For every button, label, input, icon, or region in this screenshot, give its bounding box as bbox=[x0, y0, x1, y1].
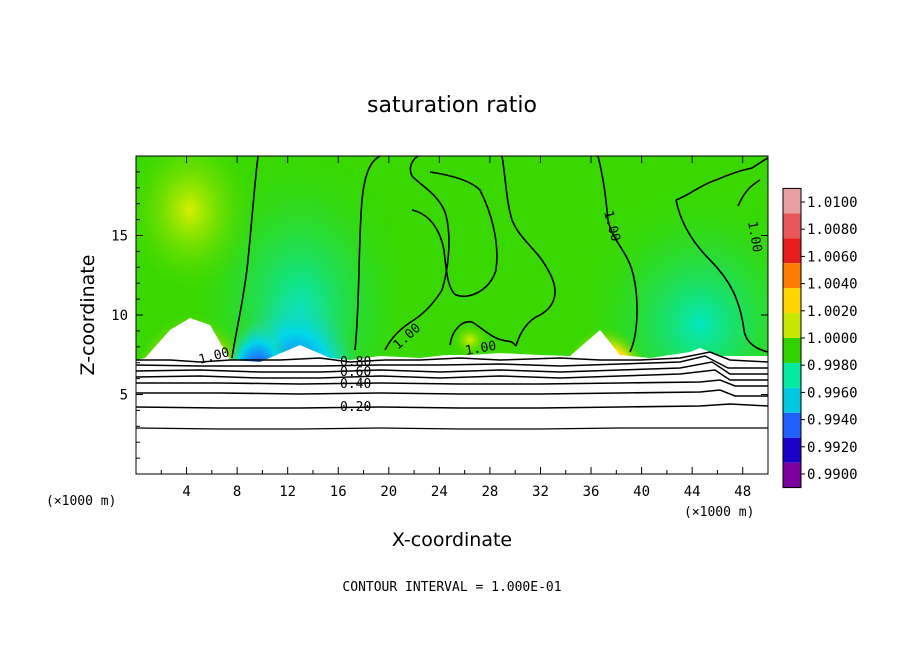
x-tick-label: 28 bbox=[481, 484, 498, 500]
contour-label-1.00-c: 1.00 bbox=[464, 339, 497, 359]
contour-0.80 bbox=[136, 351, 768, 363]
contour-1.00-j bbox=[737, 179, 761, 207]
x-tick-label: 20 bbox=[380, 484, 397, 500]
colorbar-label: 1.0040 bbox=[807, 277, 858, 293]
y-axis: 5 10 15 bbox=[111, 171, 768, 459]
x-tick-label: 32 bbox=[532, 484, 549, 500]
contour-1.00-g bbox=[597, 156, 638, 353]
y-tick-label: 15 bbox=[111, 229, 128, 245]
x-tick-label: 40 bbox=[633, 484, 650, 500]
x-unit-label-left: (×1000 m) bbox=[46, 494, 116, 509]
contour-0.30 bbox=[136, 389, 768, 397]
contour-1.00-h bbox=[675, 157, 768, 201]
colorbar-swatch bbox=[783, 462, 801, 488]
colorbar-label: 1.0000 bbox=[807, 331, 858, 347]
contour-label-0.20: 0.20 bbox=[340, 400, 371, 415]
contour-1.00-i bbox=[675, 199, 768, 353]
contour-1.00-f bbox=[501, 156, 556, 347]
contour-1.00-d bbox=[411, 171, 498, 297]
contour-0.40 bbox=[136, 379, 768, 387]
colorbar-label: 1.0080 bbox=[807, 222, 858, 238]
x-axis: 4 8 12 16 20 24 28 32 36 40 44 48 bbox=[160, 156, 751, 500]
contour-0.10 bbox=[136, 427, 768, 430]
contour-1.00-a bbox=[231, 156, 259, 359]
chart-title: saturation ratio bbox=[367, 93, 537, 118]
contour-label-1.00-e: 1.00 bbox=[744, 220, 764, 253]
contour-1.00-e bbox=[449, 320, 517, 347]
x-tick-label: 12 bbox=[279, 484, 296, 500]
x-axis-title: X-coordinate bbox=[392, 529, 512, 551]
colorbar-swatch bbox=[783, 437, 801, 463]
colorbar-swatch bbox=[783, 263, 801, 289]
plot-area bbox=[136, 156, 768, 474]
colorbar-label: 0.9900 bbox=[807, 467, 858, 483]
colorbar-swatch bbox=[783, 362, 801, 388]
terrain-region bbox=[136, 318, 768, 474]
contour-0.70 bbox=[136, 355, 768, 369]
colorbar-swatch bbox=[783, 288, 801, 314]
x-tick-label: 4 bbox=[182, 484, 190, 500]
colorbar-label: 1.0020 bbox=[807, 304, 858, 320]
contour-interval-note: CONTOUR INTERVAL = 1.000E-01 bbox=[342, 580, 561, 595]
y-axis-title: Z-coordinate bbox=[77, 255, 99, 376]
colorbar-swatch bbox=[783, 238, 801, 264]
contour-0.60 bbox=[136, 361, 768, 375]
x-tick-label: 24 bbox=[431, 484, 448, 500]
colorbar-label: 0.9920 bbox=[807, 440, 858, 456]
contour-label-0.40: 0.40 bbox=[340, 377, 371, 392]
colorbar-swatch bbox=[783, 188, 801, 214]
colorbar-swatch bbox=[783, 387, 801, 413]
contour-0.20 bbox=[136, 403, 768, 409]
yellow-patch-26km bbox=[450, 322, 490, 358]
contour-lines bbox=[136, 156, 768, 430]
colorbar-label: 0.9940 bbox=[807, 413, 858, 429]
colorbar: 1.0100 1.0080 1.0060 1.0040 1.0020 1.0000 0.99… bbox=[782, 187, 858, 489]
x-tick-label: 16 bbox=[330, 484, 347, 500]
x-tick-label: 48 bbox=[734, 484, 751, 500]
y-tick-label: 10 bbox=[111, 308, 128, 324]
colorbar-swatch bbox=[783, 313, 801, 338]
colorbar-swatch bbox=[783, 338, 801, 363]
colorbar-label: 1.0100 bbox=[807, 195, 858, 211]
y-tick-label: 5 bbox=[120, 388, 128, 404]
contour-label-0.60: 0.60 bbox=[340, 365, 371, 380]
colorbar-swatch bbox=[783, 412, 801, 438]
x-tick-label: 44 bbox=[684, 484, 701, 500]
x-tick-label: 36 bbox=[583, 484, 600, 500]
colorbar-label: 1.0060 bbox=[807, 249, 858, 265]
colorbar-label: 0.9980 bbox=[807, 358, 858, 374]
contour-0.50 bbox=[136, 369, 768, 381]
contour-1.00-b bbox=[354, 156, 381, 351]
x-unit-label-right: (×1000 m) bbox=[684, 505, 754, 520]
colorbar-label: 0.9960 bbox=[807, 385, 858, 401]
colorbar-swatch bbox=[783, 213, 801, 239]
contour-1.00-c bbox=[384, 156, 450, 351]
x-tick-label: 8 bbox=[233, 484, 241, 500]
contour-label-0.80: 0.80 bbox=[340, 355, 371, 370]
